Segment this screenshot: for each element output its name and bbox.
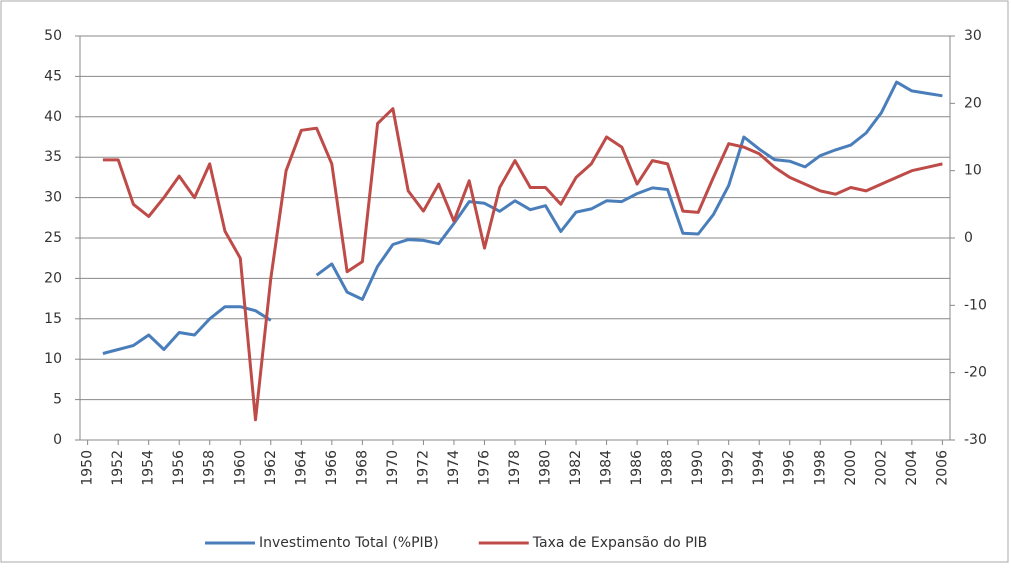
series-line — [102, 107, 943, 422]
y2-tick-label: 10 — [964, 163, 982, 179]
y2-tick-label: -10 — [964, 297, 987, 313]
y2-tick-label: 0 — [964, 230, 973, 246]
x-tick-label: 2004 — [904, 450, 920, 486]
x-tick-label: 1994 — [751, 450, 767, 486]
y2-tick-label: -30 — [964, 432, 987, 448]
x-tick-label: 1992 — [721, 450, 737, 486]
x-tick-label: 1950 — [80, 450, 96, 486]
y-tick-label: 5 — [53, 392, 62, 408]
y-tick-label: 30 — [44, 190, 62, 206]
x-tick-label: 2006 — [934, 450, 950, 486]
x-tick-label: 1954 — [141, 450, 157, 486]
x-tick-label: 1970 — [385, 450, 401, 486]
y-tick-label: 40 — [44, 109, 62, 125]
x-tick-label: 1972 — [415, 450, 431, 486]
x-tick-label: 1968 — [354, 450, 370, 486]
y2-tick-label: -20 — [964, 365, 987, 381]
x-tick-label: 1982 — [568, 450, 584, 486]
x-tick-label: 1952 — [110, 450, 126, 486]
x-tick-label: 1966 — [324, 450, 340, 486]
series-line — [102, 80, 943, 355]
x-tick-label: 1998 — [812, 450, 828, 486]
x-tick-label: 1978 — [507, 450, 523, 486]
x-tick-label: 1990 — [690, 450, 706, 486]
x-tick-label: 1956 — [171, 450, 187, 486]
x-tick-label: 1964 — [293, 450, 309, 486]
x-tick-label: 1976 — [476, 450, 492, 486]
y2-tick-label: 30 — [964, 28, 982, 44]
x-tick-label: 1984 — [599, 450, 615, 486]
y-tick-label: 50 — [44, 28, 62, 44]
x-tick-label: 1958 — [202, 450, 218, 486]
y-tick-label: 45 — [44, 68, 62, 84]
x-tick-label: 2000 — [843, 450, 859, 486]
y-tick-label: 20 — [44, 270, 62, 286]
x-tick-label: 1996 — [782, 450, 798, 486]
x-tick-label: 1974 — [446, 450, 462, 486]
y-tick-label: 35 — [44, 149, 62, 165]
x-tick-label: 1988 — [660, 450, 676, 486]
y-tick-label: 25 — [44, 230, 62, 246]
x-tick-label: 2002 — [873, 450, 889, 486]
x-tick-label: 1960 — [232, 450, 248, 486]
x-tick-label: 1962 — [263, 450, 279, 486]
y-tick-label: 15 — [44, 311, 62, 327]
x-tick-label: 1980 — [538, 450, 554, 486]
y-tick-label: 10 — [44, 351, 62, 367]
legend-label: Taxa de Expansão do PIB — [532, 535, 708, 551]
y-tick-label: 0 — [53, 432, 62, 448]
legend-label: Investimento Total (%PIB) — [259, 535, 439, 551]
y2-tick-label: 20 — [964, 95, 982, 111]
x-tick-label: 1986 — [629, 450, 645, 486]
